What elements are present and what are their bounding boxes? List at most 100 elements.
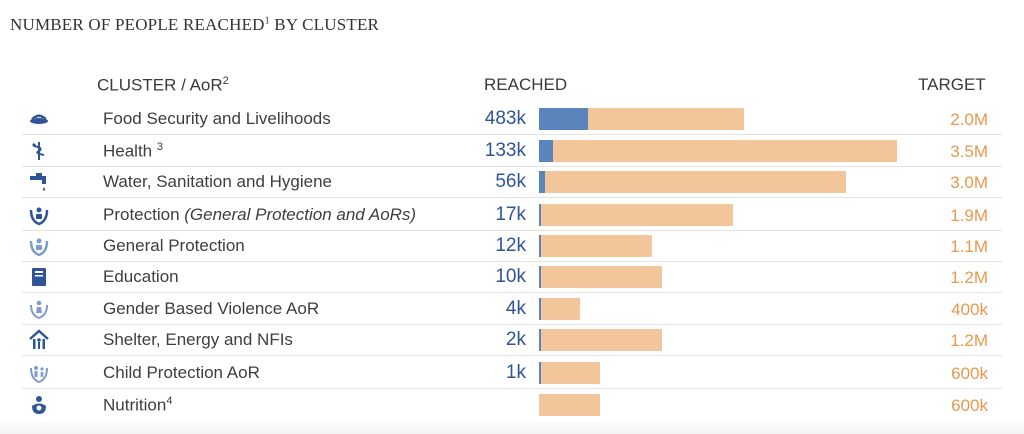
chart-title-footnote: 1 bbox=[264, 15, 270, 27]
cluster-label-text: Food Security and Livelihoods bbox=[103, 109, 331, 128]
cluster-label: Protection (General Protection and AoRs) bbox=[103, 205, 416, 225]
target-value-label: 600k bbox=[951, 364, 988, 383]
reached-value-label: 2k bbox=[505, 329, 526, 350]
reached-value-label: 1k bbox=[505, 362, 526, 383]
target-bar bbox=[539, 298, 580, 320]
reached-bar bbox=[539, 329, 541, 351]
reached-bar bbox=[539, 298, 541, 320]
target-value-label: 1.1M bbox=[950, 237, 988, 256]
cluster-label: Education bbox=[103, 267, 179, 287]
table-row: Gender Based Violence AoR 4k 400k bbox=[22, 293, 1002, 325]
row-divider bbox=[22, 230, 1002, 231]
reached-value-label: 133k bbox=[484, 140, 526, 161]
target-bar bbox=[539, 204, 734, 226]
reached-value-label: 10k bbox=[495, 266, 526, 287]
table-row: Health 3 133k 3.5M bbox=[22, 135, 1002, 167]
reached-value-label: 56k bbox=[495, 171, 526, 192]
target-value-label: 3.0M bbox=[950, 173, 988, 192]
target-bar bbox=[539, 362, 601, 384]
table-row: General Protection 12k 1.1M bbox=[22, 230, 1002, 262]
row-divider bbox=[22, 355, 1002, 356]
target-value-label: 2.0M bbox=[950, 110, 988, 129]
target-bar bbox=[539, 171, 846, 193]
column-header-cluster: CLUSTER / AoR2 bbox=[97, 75, 229, 96]
row-divider bbox=[22, 134, 1002, 135]
target-value-label: 600k bbox=[951, 396, 988, 415]
health-icon bbox=[28, 140, 50, 162]
target-bar bbox=[539, 394, 601, 416]
cluster-label-text: Child Protection AoR bbox=[103, 363, 260, 382]
target-bar bbox=[539, 140, 897, 162]
reached-value-label: 17k bbox=[495, 204, 526, 225]
cluster-label-note: (General Protection and AoRs) bbox=[184, 205, 417, 224]
reached-value-label: 12k bbox=[495, 235, 526, 256]
reached-value-label: 4k bbox=[505, 298, 526, 319]
reached-bar bbox=[539, 362, 541, 384]
water-tap-icon bbox=[28, 171, 50, 193]
row-divider bbox=[22, 197, 1002, 198]
cluster-label: Water, Sanitation and Hygiene bbox=[103, 172, 332, 192]
target-bar bbox=[539, 108, 744, 130]
child-protection-icon bbox=[28, 362, 50, 384]
cluster-label: Child Protection AoR bbox=[103, 363, 260, 383]
cluster-label-text: General Protection bbox=[103, 236, 245, 255]
cluster-label-text: Water, Sanitation and Hygiene bbox=[103, 172, 333, 191]
target-value-label: 3.5M bbox=[950, 142, 988, 161]
cluster-label-text: Nutrition bbox=[103, 395, 167, 415]
cluster-label: Gender Based Violence AoR bbox=[103, 299, 319, 319]
cluster-label-text: Protection bbox=[103, 205, 185, 224]
table-row: Protection (General Protection and AoRs)… bbox=[22, 199, 1002, 231]
reached-bar bbox=[539, 204, 541, 226]
cluster-label-text: Gender Based Violence AoR bbox=[103, 299, 320, 318]
target-value-label: 400k bbox=[951, 300, 988, 319]
food-security-icon bbox=[28, 108, 50, 130]
gbv-icon bbox=[28, 298, 50, 320]
column-header-reached: REACHED bbox=[484, 75, 568, 94]
cluster-label-text: Health bbox=[103, 141, 157, 161]
chart-title-suffix: BY CLUSTER bbox=[269, 15, 380, 34]
table-row: Child Protection AoR 1k 600k bbox=[22, 357, 1002, 389]
target-bar bbox=[539, 329, 662, 351]
column-header-target: TARGET bbox=[918, 75, 986, 94]
table-row: Education 10k 1.2M bbox=[22, 261, 1002, 293]
protection-icon bbox=[28, 204, 50, 226]
cluster-label: Food Security and Livelihoods bbox=[103, 109, 331, 129]
cluster-label: Nutrition4 bbox=[103, 395, 172, 416]
reached-bar bbox=[539, 140, 553, 162]
cluster-label: General Protection bbox=[103, 236, 245, 256]
reached-bar bbox=[539, 108, 589, 130]
table-row: Water, Sanitation and Hygiene 56k 3.0M bbox=[22, 166, 1002, 198]
cluster-label-text: Shelter, Energy and NFIs bbox=[103, 330, 293, 349]
nutrition-icon bbox=[28, 394, 50, 416]
target-value-label: 1.2M bbox=[950, 268, 988, 287]
row-divider bbox=[22, 388, 1002, 389]
row-divider bbox=[22, 166, 1002, 167]
shelter-icon bbox=[28, 329, 50, 351]
chart-title: NUMBER OF PEOPLE REACHED1 BY CLUSTER bbox=[10, 15, 379, 35]
target-value-label: 1.2M bbox=[950, 331, 988, 350]
row-divider bbox=[22, 324, 1002, 325]
table-row: Food Security and Livelihoods 483k 2.0M bbox=[22, 103, 1002, 135]
row-divider bbox=[22, 261, 1002, 262]
table-row: Shelter, Energy and NFIs 2k 1.2M bbox=[22, 324, 1002, 356]
cluster-label-text: Education bbox=[103, 267, 179, 286]
reached-bar bbox=[539, 266, 541, 288]
table-row: Nutrition4 600k bbox=[22, 389, 1002, 421]
column-header-cluster-footnote: 2 bbox=[222, 75, 229, 87]
reached-bar bbox=[539, 235, 541, 257]
education-icon bbox=[28, 266, 50, 288]
target-bar bbox=[539, 235, 652, 257]
reached-value-label: 483k bbox=[484, 108, 526, 129]
row-divider bbox=[22, 292, 1002, 293]
cluster-footnote: 3 bbox=[156, 141, 163, 153]
reached-bar bbox=[539, 171, 545, 193]
target-value-label: 1.9M bbox=[950, 206, 988, 225]
column-header-cluster-text: CLUSTER / AoR bbox=[97, 75, 223, 95]
general-protection-icon bbox=[28, 235, 50, 257]
target-bar bbox=[539, 266, 662, 288]
bottom-shade bbox=[0, 420, 1024, 434]
cluster-footnote: 4 bbox=[166, 395, 173, 407]
cluster-label: Shelter, Energy and NFIs bbox=[103, 330, 293, 350]
chart-title-text: NUMBER OF PEOPLE REACHED bbox=[10, 15, 265, 34]
cluster-label: Health 3 bbox=[103, 141, 163, 162]
